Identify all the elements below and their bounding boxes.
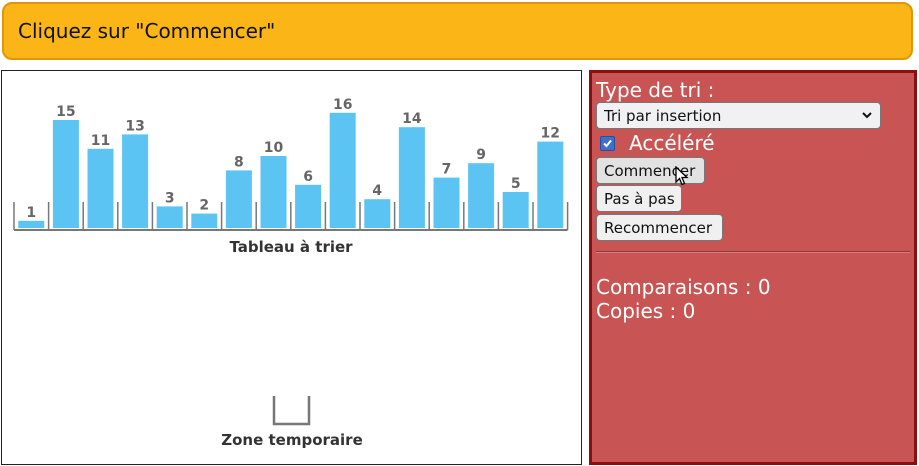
array-bar-value: 8 — [234, 154, 244, 170]
array-bar-value: 4 — [372, 183, 382, 199]
array-bar — [260, 156, 287, 228]
copies-counter: Copies : 0 — [596, 299, 696, 323]
array-bar-value: 16 — [333, 97, 352, 113]
array-bar-value: 9 — [476, 147, 486, 163]
array-bar-value: 2 — [199, 198, 209, 214]
array-bar-value: 1 — [26, 205, 36, 221]
sort-type-value: Tri par insertion — [604, 106, 722, 125]
array-bar — [18, 220, 45, 228]
sort-type-select[interactable]: Tri par insertion — [596, 102, 881, 129]
array-bar — [329, 112, 356, 228]
array-bar — [87, 148, 114, 228]
step-button[interactable]: Pas à pas — [596, 185, 682, 212]
temp-zone-label: Zone temporaire — [221, 431, 363, 449]
instruction-text: Cliquez sur "Commencer" — [18, 19, 276, 43]
array-bar — [52, 120, 79, 228]
control-panel: Type de tri : Tri par insertion Accéléré… — [589, 70, 917, 465]
array-label: Tableau à trier — [229, 238, 353, 256]
array-bar — [295, 184, 322, 228]
comparisons-counter: Comparaisons : 0 — [596, 275, 771, 299]
start-button[interactable]: Commencer — [596, 157, 705, 184]
array-bar-value: 5 — [511, 176, 521, 192]
array-bar-value: 10 — [264, 140, 284, 156]
array-bar — [468, 163, 495, 228]
accelerated-label: Accéléré — [629, 131, 715, 155]
divider — [596, 251, 910, 253]
array-bar-value: 14 — [402, 111, 422, 127]
array-bar — [433, 177, 460, 228]
array-bar — [537, 141, 564, 228]
temp-zone-slot — [272, 396, 311, 426]
checkmark-icon — [603, 139, 612, 148]
array-bar-value: 6 — [303, 169, 313, 185]
instruction-banner: Cliquez sur "Commencer" — [2, 2, 913, 60]
array-bar — [225, 170, 252, 228]
array-bar — [122, 134, 149, 228]
mouse-cursor-icon — [675, 166, 689, 186]
array-bar — [364, 199, 391, 228]
sorting-visualization: 1 15 11 13 3 2 8 10 6 16 4 14 7 9 5 12 Tableau à trier … — [1, 70, 582, 465]
array-bar — [156, 206, 183, 228]
chevron-down-icon — [861, 108, 873, 126]
accelerated-checkbox[interactable] — [600, 136, 615, 151]
array-bar — [502, 192, 529, 228]
array-bar-value: 7 — [442, 162, 452, 178]
array-bar — [191, 213, 218, 228]
reset-button[interactable]: Recommencer — [596, 214, 723, 241]
array-bar — [398, 127, 425, 228]
array-bar-value: 3 — [165, 190, 175, 206]
array-bar-value: 11 — [91, 133, 110, 149]
array-bar-value: 12 — [541, 126, 560, 142]
array-bar-value: 13 — [125, 118, 144, 134]
sort-type-label: Type de tri : — [596, 78, 715, 102]
array-bar-value: 15 — [56, 104, 75, 120]
